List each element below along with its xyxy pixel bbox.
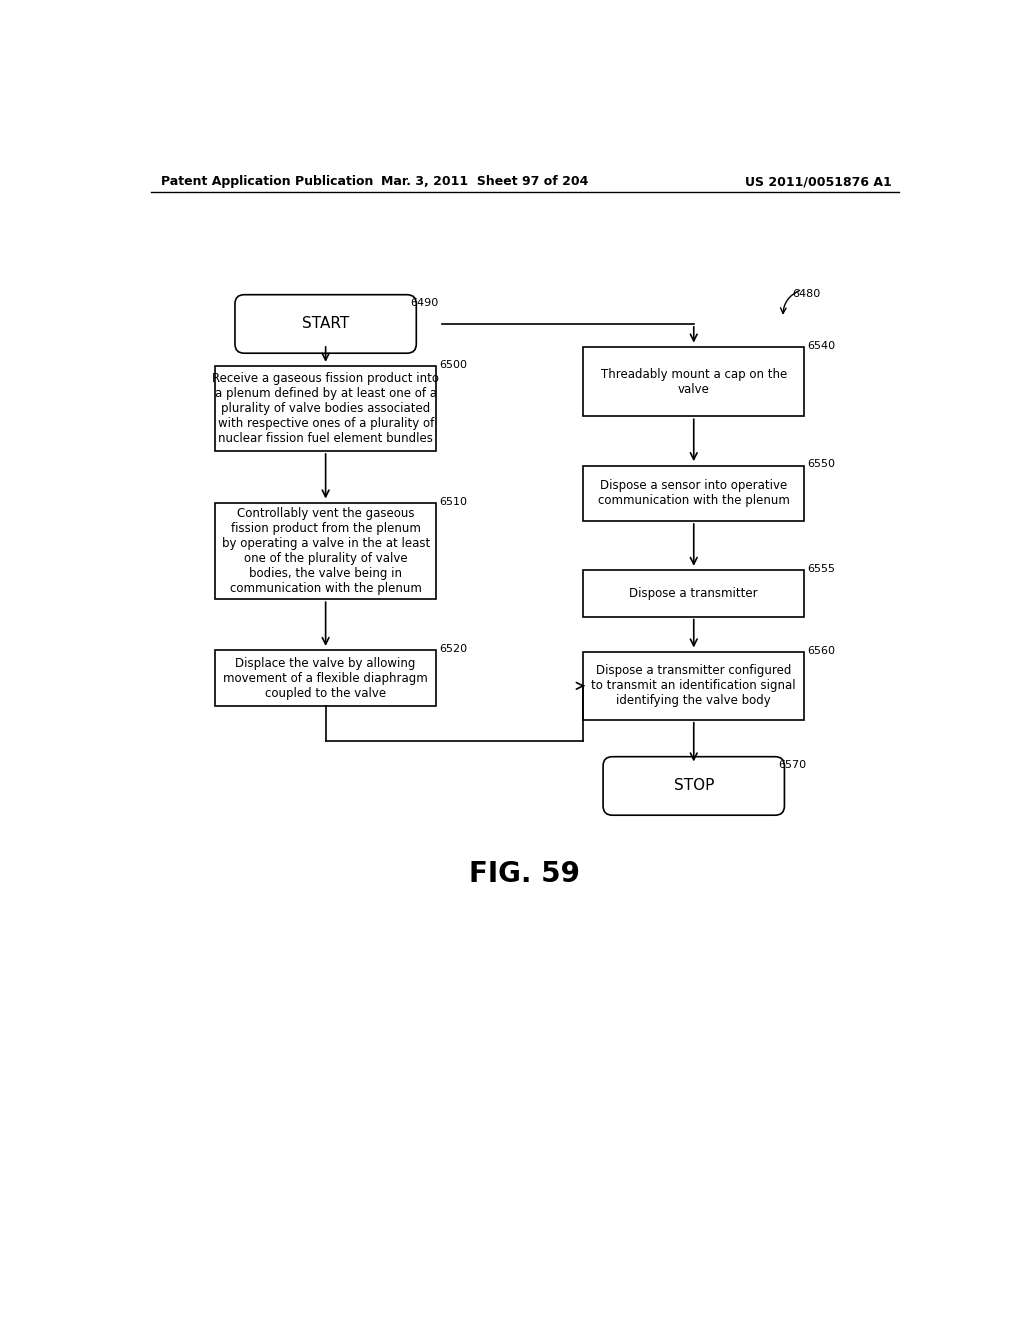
FancyBboxPatch shape (603, 756, 784, 816)
Text: Dispose a transmitter: Dispose a transmitter (630, 587, 758, 601)
Text: 6480: 6480 (793, 289, 821, 300)
Text: START: START (302, 317, 349, 331)
Bar (584, 347, 804, 416)
Text: 6490: 6490 (410, 298, 438, 308)
Text: Patent Application Publication: Patent Application Publication (161, 176, 373, 189)
Bar (215, 503, 436, 599)
Text: FIG. 59: FIG. 59 (469, 861, 581, 888)
Text: 6570: 6570 (778, 760, 806, 770)
Text: US 2011/0051876 A1: US 2011/0051876 A1 (744, 176, 891, 189)
Text: Displace the valve by allowing
movement of a flexible diaphragm
coupled to the v: Displace the valve by allowing movement … (223, 656, 428, 700)
Text: STOP: STOP (674, 779, 714, 793)
Text: 6510: 6510 (439, 496, 467, 507)
Bar (584, 570, 804, 616)
FancyBboxPatch shape (234, 294, 417, 354)
Bar (584, 466, 804, 521)
Bar (215, 367, 436, 451)
Text: Controllably vent the gaseous
fission product from the plenum
by operating a val: Controllably vent the gaseous fission pr… (221, 507, 430, 595)
Text: Dispose a transmitter configured
to transmit an identification signal
identifyin: Dispose a transmitter configured to tran… (592, 664, 796, 708)
Text: 6550: 6550 (807, 459, 836, 470)
Text: 6520: 6520 (439, 644, 467, 655)
Text: Dispose a sensor into operative
communication with the plenum: Dispose a sensor into operative communic… (598, 479, 790, 507)
Text: Receive a gaseous fission product into
a plenum defined by at least one of a
plu: Receive a gaseous fission product into a… (212, 372, 439, 445)
Text: Mar. 3, 2011  Sheet 97 of 204: Mar. 3, 2011 Sheet 97 of 204 (381, 176, 588, 189)
Bar (215, 651, 436, 706)
Text: 6555: 6555 (807, 564, 836, 574)
Text: 6560: 6560 (807, 645, 836, 656)
Text: 6500: 6500 (439, 360, 467, 370)
Bar (584, 652, 804, 719)
Text: 6540: 6540 (807, 341, 836, 351)
Text: Threadably mount a cap on the
valve: Threadably mount a cap on the valve (601, 368, 786, 396)
